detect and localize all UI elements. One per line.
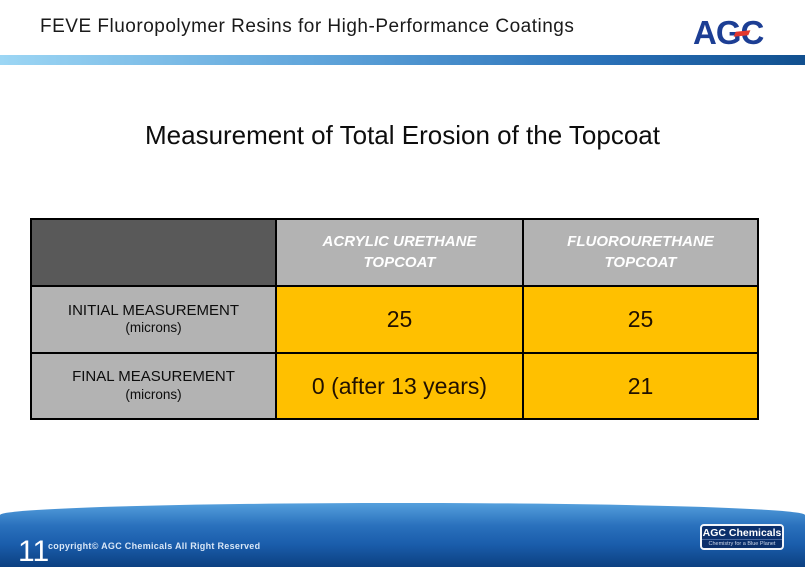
column-header-acrylic: ACRYLIC URETHANE TOPCOAT bbox=[277, 220, 522, 285]
slide-title: Measurement of Total Erosion of the Topc… bbox=[144, 120, 660, 150]
row-sublabel-text: (microns) bbox=[125, 320, 182, 336]
table-corner-cell bbox=[32, 220, 275, 285]
row-label-initial: INITIAL MEASUREMENT (microns) bbox=[32, 287, 275, 352]
value-initial-acrylic: 25 bbox=[277, 287, 522, 352]
row-label-text: FINAL MEASUREMENT bbox=[72, 368, 235, 386]
copyright-text: copyright© AGC Chemicals All Right Reser… bbox=[48, 541, 261, 551]
row-sublabel-text: (microns) bbox=[125, 386, 182, 402]
row-label-final: FINAL MEASUREMENT (microns) bbox=[32, 354, 275, 418]
value-final-acrylic: 0 (after 13 years) bbox=[277, 354, 522, 418]
erosion-table: ACRYLIC URETHANE TOPCOAT FLUOROURETHANE … bbox=[30, 218, 759, 420]
value-initial-fluorourethane: 25 bbox=[524, 287, 757, 352]
header-divider-bar bbox=[0, 55, 805, 65]
badge-tagline: Chemistry for a Blue Planet bbox=[708, 540, 776, 547]
agc-logo: AGC bbox=[693, 14, 789, 52]
row-label-text: INITIAL MEASUREMENT bbox=[67, 301, 240, 319]
badge-title: AGC Chemicals bbox=[702, 526, 782, 540]
agc-logo-text: AGC bbox=[693, 14, 764, 51]
slide-header-title: FEVE Fluoropolymer Resins for High-Perfo… bbox=[40, 16, 575, 37]
value-final-fluorourethane: 21 bbox=[524, 354, 757, 418]
agc-chemicals-badge: AGC Chemicals Chemistry for a Blue Plane… bbox=[700, 524, 784, 550]
column-header-fluorourethane: FLUOROURETHANE TOPCOAT bbox=[524, 220, 757, 285]
page-number: 11 bbox=[18, 535, 50, 567]
footer-bar: 11 copyright© AGC Chemicals All Right Re… bbox=[0, 503, 805, 567]
